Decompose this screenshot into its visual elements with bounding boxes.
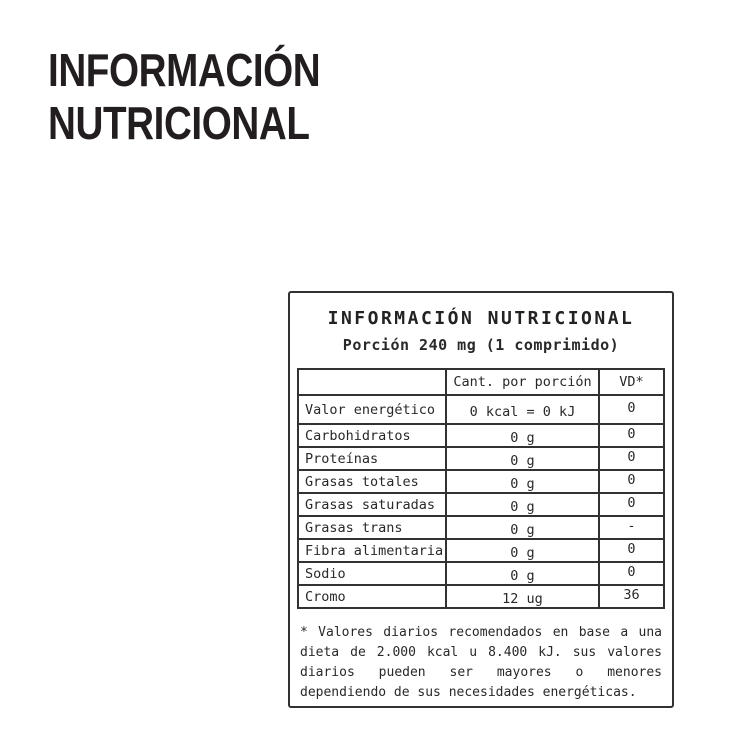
table-row: Carbohidratos 0 g 0	[297, 423, 665, 448]
nutrient-vd-cell: -	[598, 515, 665, 540]
nutrient-vd-cell: 0	[598, 394, 665, 425]
nutrient-vd-cell: 36	[598, 584, 665, 609]
nutrient-amount-cell: 12 ug	[445, 584, 600, 609]
nutrient-amount-cell: 0 g	[445, 515, 600, 540]
nutrient-name-cell: Valor energético	[297, 394, 447, 425]
nutrient-amount-cell: 0 kcal = 0 kJ	[445, 394, 600, 425]
table-row: Grasas saturadas 0 g 0	[297, 492, 665, 517]
page-heading: INFORMACIÓN NUTRICIONAL	[48, 44, 321, 150]
nutrient-name-cell: Fibra alimentaria	[297, 538, 447, 563]
nutrition-table-rows: Valor energético 0 kcal = 0 kJ 0 Carbohi…	[297, 394, 665, 609]
table-row: Grasas totales 0 g 0	[297, 469, 665, 494]
nutrition-table: Cant. por porción VD* Valor energético 0…	[297, 368, 665, 609]
header-cell-vd: VD*	[598, 368, 665, 396]
table-row: Proteínas 0 g 0	[297, 446, 665, 471]
nutrient-amount-cell: 0 g	[445, 446, 600, 471]
nutrient-name-cell: Sodio	[297, 561, 447, 586]
table-row: Cromo 12 ug 36	[297, 584, 665, 609]
nutrient-vd-cell: 0	[598, 469, 665, 494]
nutrient-amount-cell: 0 g	[445, 469, 600, 494]
label-title: INFORMACIÓN NUTRICIONAL	[327, 308, 635, 329]
nutrient-amount-cell: 0 g	[445, 538, 600, 563]
header-cell-blank	[297, 368, 447, 396]
daily-values-footnote: * Valores diarios recomendados en base a…	[300, 625, 662, 700]
nutrient-name-cell: Grasas saturadas	[297, 492, 447, 517]
nutrient-vd-cell: 0	[598, 561, 665, 586]
table-row: Grasas trans 0 g -	[297, 515, 665, 540]
label-portion: Porción 240 mg (1 comprimido)	[342, 336, 620, 354]
nutrient-name-cell: Grasas totales	[297, 469, 447, 494]
nutrition-table-header-row: Cant. por porción VD*	[297, 368, 665, 396]
nutrient-name-cell: Proteínas	[297, 446, 447, 471]
nutrient-vd-cell: 0	[598, 492, 665, 517]
nutrient-amount-cell: 0 g	[445, 561, 600, 586]
page-heading-line2: NUTRICIONAL	[48, 97, 310, 149]
nutrient-name-cell: Cromo	[297, 584, 447, 609]
nutrient-vd-cell: 0	[598, 423, 665, 448]
table-row: Valor energético 0 kcal = 0 kJ 0	[297, 394, 665, 425]
page-heading-line1: INFORMACIÓN	[48, 44, 321, 96]
nutrient-name-cell: Grasas trans	[297, 515, 447, 540]
nutrient-vd-cell: 0	[598, 446, 665, 471]
header-cell-amount: Cant. por porción	[445, 368, 600, 396]
nutrient-amount-cell: 0 g	[445, 492, 600, 517]
nutrient-vd-cell: 0	[598, 538, 665, 563]
table-row: Sodio 0 g 0	[297, 561, 665, 586]
table-row: Fibra alimentaria 0 g 0	[297, 538, 665, 563]
nutrient-amount-cell: 0 g	[445, 423, 600, 448]
nutrient-name-cell: Carbohidratos	[297, 423, 447, 448]
nutrition-label: INFORMACIÓN NUTRICIONAL Porción 240 mg (…	[288, 291, 674, 708]
